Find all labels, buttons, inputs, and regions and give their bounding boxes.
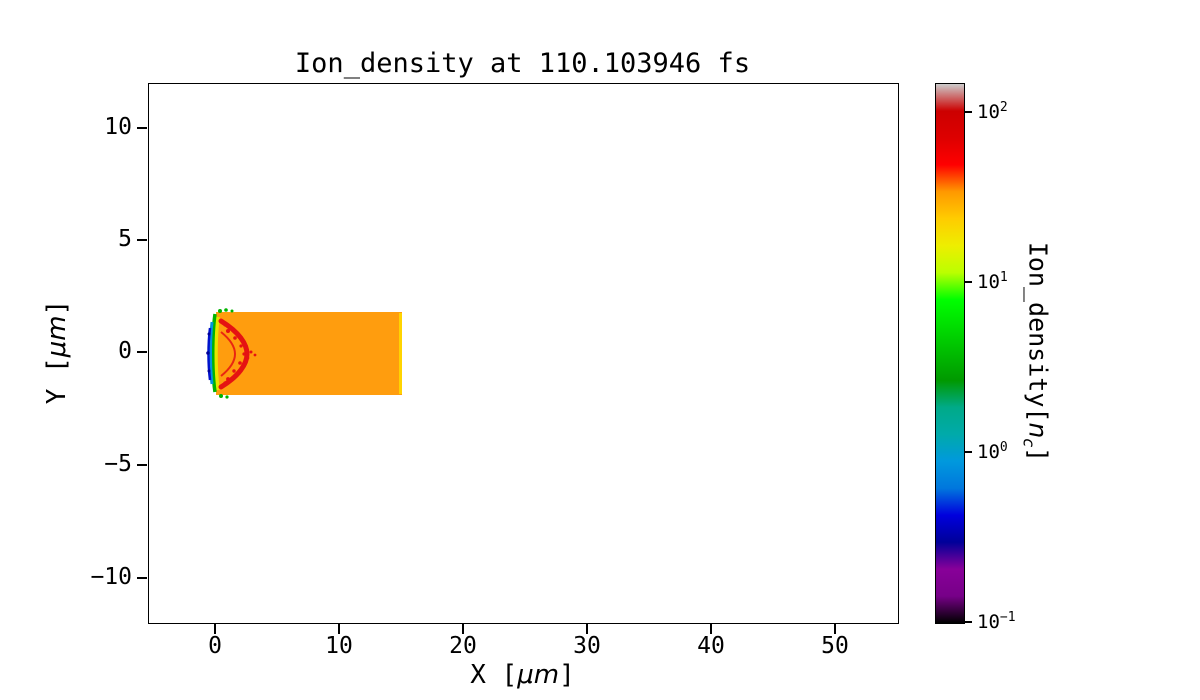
- x-tick-label: 50: [821, 633, 849, 659]
- x-tick-label: 40: [697, 633, 725, 659]
- colorbar-label-pre: Ion_density[: [1023, 241, 1053, 423]
- front-green-band: [211, 313, 217, 393]
- y-tick-label: 5: [118, 226, 132, 252]
- y-axis-label: Y [μm]: [42, 300, 72, 405]
- x-tick-mark: [462, 624, 464, 634]
- colorbar-tick-base: 10: [977, 101, 1000, 123]
- plasma-slab-group: [206, 308, 402, 399]
- colorbar-tick-label: 100: [977, 440, 1008, 466]
- colorbar-tick-base: 10: [977, 441, 1000, 463]
- colorbar: [935, 83, 965, 624]
- y-axis-label-post: ]: [42, 299, 72, 316]
- colorbar-label-subscript: c: [1019, 438, 1039, 448]
- y-tick-mark: [137, 577, 147, 579]
- y-tick-mark: [137, 351, 147, 353]
- x-tick-mark: [710, 624, 712, 634]
- plot-axes: [148, 83, 899, 624]
- colorbar-tick-mark: [964, 621, 972, 623]
- y-tick-mark: [137, 239, 147, 241]
- colorbar-tick-exponent: −1: [999, 610, 1016, 625]
- slab-right-edge: [399, 313, 402, 394]
- front-cyan-band: [209, 321, 214, 385]
- x-tick-label: 10: [325, 633, 353, 659]
- colorbar-label-post: ]: [1023, 447, 1053, 463]
- x-tick-mark: [586, 624, 588, 634]
- colorbar-tick-mark: [964, 111, 972, 113]
- colorbar-tick-label: 102: [977, 100, 1008, 126]
- y-axis-label-pre: Y [: [42, 357, 72, 405]
- colorbar-tick-label: 101: [977, 270, 1008, 296]
- colorbar-label-unit: n: [1023, 422, 1053, 439]
- colorbar-tick-mark: [964, 451, 972, 453]
- colorbar-tick-exponent: 0: [999, 440, 1008, 455]
- y-tick-label: 0: [118, 338, 132, 364]
- front-darkblue-specks: [206, 332, 211, 373]
- y-tick-mark: [137, 464, 147, 466]
- y-tick-label: −5: [104, 451, 132, 477]
- x-tick-label: 20: [449, 633, 477, 659]
- compressed-front-inner-arc: [220, 331, 237, 377]
- plot-title: Ion_density at 110.103946 fs: [294, 48, 751, 79]
- x-axis-label-pre: X [: [470, 660, 518, 690]
- colorbar-tick-mark: [964, 281, 972, 283]
- red-specks: [223, 323, 257, 385]
- y-tick-label: −10: [90, 564, 132, 590]
- colorbar-tick-exponent: 1: [999, 270, 1008, 285]
- heatmap-canvas: [206, 308, 402, 399]
- y-axis-label-unit: μm: [42, 315, 72, 358]
- colorbar-tick-label: 10−1: [977, 610, 1016, 636]
- front-yellow-band: [213, 316, 220, 391]
- colorbar-tick-base: 10: [977, 611, 1000, 633]
- colorbar-tick-base: 10: [977, 271, 1000, 293]
- colorbar-label: Ion_density[nc]: [1020, 242, 1053, 462]
- x-axis-label: X [μm]: [148, 660, 897, 690]
- colorbar-tick-exponent: 2: [999, 100, 1008, 115]
- x-tick-label: 0: [208, 633, 222, 659]
- x-tick-label: 30: [573, 633, 601, 659]
- y-tick-mark: [137, 127, 147, 129]
- x-tick-mark: [834, 624, 836, 634]
- compressed-front-arc: [218, 318, 250, 390]
- x-tick-mark: [214, 624, 216, 634]
- front-green-blobs: [218, 308, 234, 399]
- x-axis-label-post: ]: [559, 660, 575, 690]
- y-tick-label: 10: [104, 114, 132, 140]
- x-axis-label-unit: μm: [517, 660, 560, 690]
- x-tick-mark: [338, 624, 340, 634]
